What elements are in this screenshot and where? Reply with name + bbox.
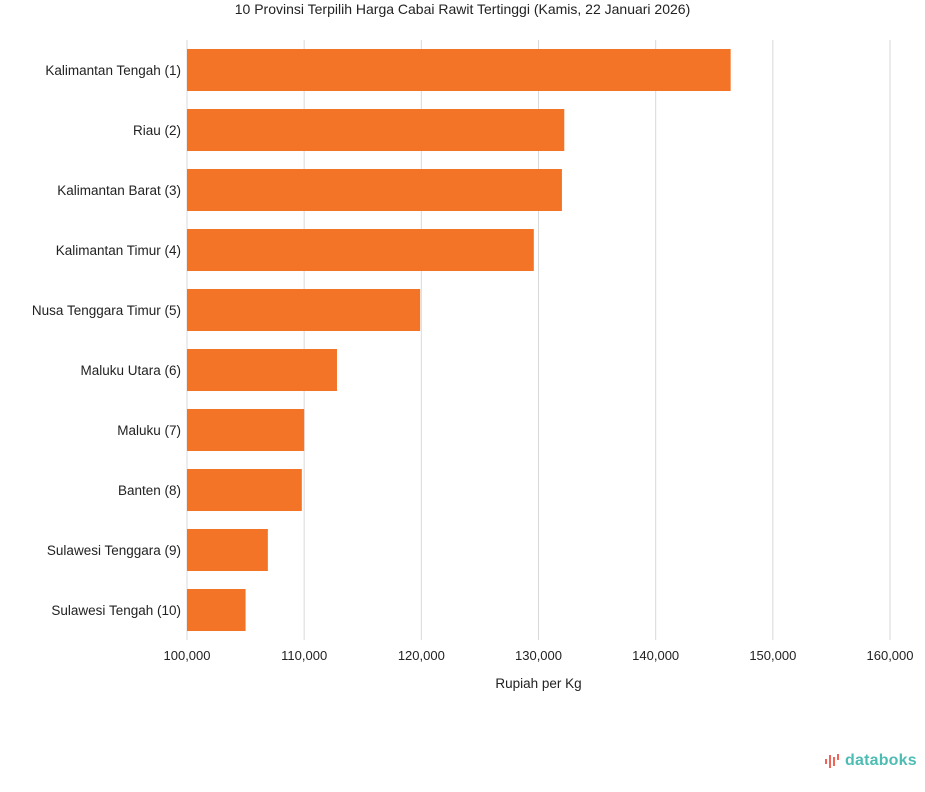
category-label: Banten (8) — [118, 483, 181, 498]
brand-name: databoks — [845, 752, 917, 769]
x-tick-label: 160,000 — [867, 648, 914, 663]
category-label: Kalimantan Timur (4) — [56, 243, 181, 258]
x-tick-label: 130,000 — [515, 648, 562, 663]
bar — [187, 49, 731, 91]
bar — [187, 109, 565, 151]
bar — [187, 589, 246, 631]
category-label: Maluku (7) — [117, 423, 181, 438]
category-label: Sulawesi Tenggara (9) — [47, 543, 181, 558]
bar — [187, 469, 302, 511]
category-label: Maluku Utara (6) — [80, 363, 181, 378]
category-label: Kalimantan Tengah (1) — [45, 63, 181, 78]
bar — [187, 289, 421, 331]
category-label: Nusa Tenggara Timur (5) — [32, 303, 181, 318]
bar — [187, 529, 268, 571]
chart-title: 10 Provinsi Terpilih Harga Cabai Rawit T… — [234, 1, 691, 17]
x-tick-label: 140,000 — [632, 648, 679, 663]
x-axis-title: Rupiah per Kg — [495, 676, 581, 691]
databoks-logo: databoks — [824, 752, 917, 770]
bar — [187, 409, 305, 451]
bar — [187, 229, 534, 271]
category-label: Kalimantan Barat (3) — [57, 183, 181, 198]
bar — [187, 349, 337, 391]
x-tick-label: 110,000 — [281, 648, 327, 663]
x-tick-label: 120,000 — [398, 648, 445, 663]
x-tick-label: 150,000 — [749, 648, 796, 663]
x-tick-label: 100,000 — [164, 648, 211, 663]
category-label: Riau (2) — [133, 123, 181, 138]
bar — [187, 169, 562, 211]
category-label: Sulawesi Tengah (10) — [51, 603, 181, 618]
databoks-logo-icon — [825, 754, 839, 768]
